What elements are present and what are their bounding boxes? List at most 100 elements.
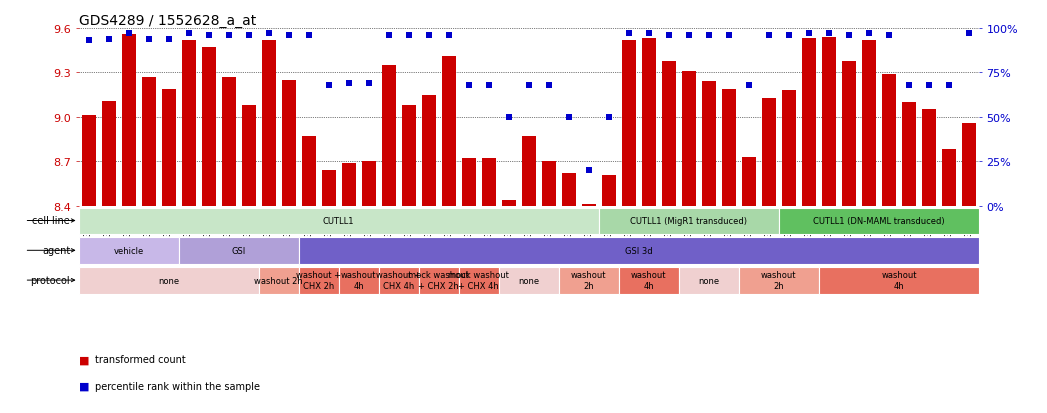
Text: vehicle: vehicle <box>113 246 143 255</box>
Bar <box>779 208 979 234</box>
Bar <box>361 162 376 206</box>
Bar <box>582 204 596 206</box>
Point <box>220 33 237 39</box>
Point <box>380 33 397 39</box>
Point <box>441 33 458 39</box>
Bar <box>602 175 616 206</box>
Point <box>120 31 137 38</box>
Text: protocol: protocol <box>30 275 70 285</box>
Bar <box>962 123 976 206</box>
Point <box>940 82 957 89</box>
Point <box>861 31 877 38</box>
Point <box>600 114 617 121</box>
Bar <box>819 268 979 294</box>
Bar <box>862 41 876 206</box>
Point <box>661 33 677 39</box>
Bar <box>482 159 495 206</box>
Point <box>580 167 597 174</box>
Point <box>500 114 517 121</box>
Bar <box>419 268 459 294</box>
Text: washout +
CHX 4h: washout + CHX 4h <box>376 271 421 290</box>
Text: washout
4h: washout 4h <box>341 271 377 290</box>
Text: ■: ■ <box>79 354 89 364</box>
Point <box>881 33 897 39</box>
Bar <box>262 41 275 206</box>
Bar <box>498 268 559 294</box>
Point <box>700 33 717 39</box>
Point <box>920 82 937 89</box>
Bar <box>79 238 179 264</box>
Bar <box>882 75 896 206</box>
Bar <box>379 268 419 294</box>
Text: CUTLL1 (MigR1 transduced): CUTLL1 (MigR1 transduced) <box>630 216 748 225</box>
Bar <box>682 72 696 206</box>
Text: washout 2h: washout 2h <box>254 276 303 285</box>
Bar <box>341 163 356 206</box>
Bar <box>422 95 436 206</box>
Bar <box>79 208 599 234</box>
Point <box>841 33 857 39</box>
Point <box>101 36 117 43</box>
Text: washout
2h: washout 2h <box>571 271 606 290</box>
Bar <box>222 78 236 206</box>
Point <box>481 82 497 89</box>
Text: percentile rank within the sample: percentile rank within the sample <box>95 381 261 391</box>
Bar <box>338 268 379 294</box>
Bar <box>842 62 855 206</box>
Bar <box>382 66 396 206</box>
Bar <box>298 268 338 294</box>
Bar <box>678 268 739 294</box>
Point <box>360 81 377 87</box>
Text: transformed count: transformed count <box>95 354 186 364</box>
Point <box>340 81 357 87</box>
Text: CUTLL1: CUTLL1 <box>322 216 354 225</box>
Bar <box>121 35 135 206</box>
Bar <box>622 41 636 206</box>
Bar <box>298 238 979 264</box>
Text: ■: ■ <box>79 381 89 391</box>
Text: mock washout
+ CHX 4h: mock washout + CHX 4h <box>448 271 509 290</box>
Bar <box>739 268 819 294</box>
Bar <box>562 173 576 206</box>
Point <box>560 114 577 121</box>
Bar <box>282 81 295 206</box>
Text: GDS4289 / 1552628_a_at: GDS4289 / 1552628_a_at <box>79 14 255 28</box>
Text: none: none <box>698 276 719 285</box>
Text: agent: agent <box>42 246 70 256</box>
Bar <box>762 98 776 206</box>
Text: washout
4h: washout 4h <box>882 271 917 290</box>
Bar <box>202 48 216 206</box>
Point <box>281 33 297 39</box>
Point <box>140 36 157 43</box>
Bar <box>321 171 336 206</box>
Bar <box>181 41 196 206</box>
Point <box>420 33 437 39</box>
Text: GSI 3d: GSI 3d <box>625 246 652 255</box>
Point <box>160 36 177 43</box>
Point <box>180 31 197 38</box>
Point <box>540 82 557 89</box>
Bar <box>259 268 298 294</box>
Bar <box>462 159 475 206</box>
Bar <box>302 137 315 206</box>
Bar <box>922 110 936 206</box>
Bar <box>742 157 756 206</box>
Bar <box>82 116 95 206</box>
Point <box>960 31 977 38</box>
Point <box>801 31 818 38</box>
Bar <box>662 62 675 206</box>
Text: GSI: GSI <box>231 246 246 255</box>
Bar <box>822 38 836 206</box>
Bar <box>541 162 556 206</box>
Bar <box>642 39 655 206</box>
Bar <box>559 268 619 294</box>
Bar <box>79 268 259 294</box>
Bar <box>442 57 455 206</box>
Text: mock washout
+ CHX 2h: mock washout + CHX 2h <box>408 271 469 290</box>
Point <box>461 82 477 89</box>
Text: washout +
CHX 2h: washout + CHX 2h <box>296 271 341 290</box>
Text: none: none <box>518 276 539 285</box>
Point <box>320 82 337 89</box>
Point <box>240 33 257 39</box>
Text: cell line: cell line <box>32 216 70 226</box>
